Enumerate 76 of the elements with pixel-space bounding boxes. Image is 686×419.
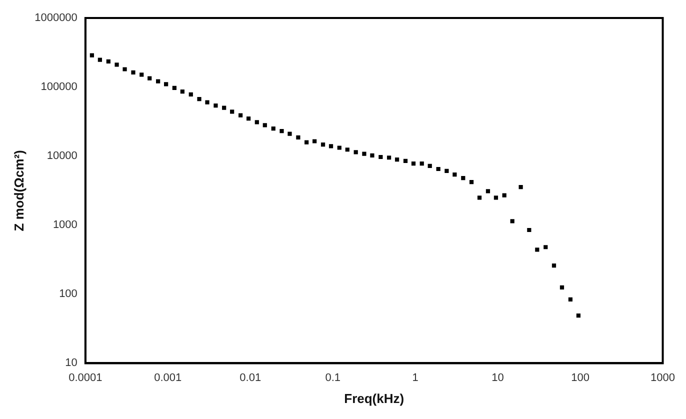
y-tick-label: 10000 [46, 150, 78, 162]
point [98, 58, 102, 62]
y-tick-label: 10 [65, 357, 78, 370]
x-tick-label: 0.001 [154, 372, 182, 384]
point [444, 168, 449, 173]
point [156, 79, 160, 84]
point [535, 248, 540, 252]
point [403, 158, 408, 164]
point [452, 172, 457, 177]
x-axis-title: Freq(kHz) [344, 390, 404, 406]
y-tick-label: 1000 [52, 219, 78, 232]
point [494, 196, 498, 200]
point [140, 72, 144, 77]
point [486, 189, 490, 194]
point [394, 158, 400, 162]
point [552, 263, 556, 268]
point [354, 150, 358, 154]
x-tick-label: 1000 [650, 372, 676, 384]
point [238, 113, 243, 118]
point [296, 135, 300, 140]
point [188, 92, 193, 97]
point [436, 166, 440, 172]
point [510, 219, 514, 224]
point [312, 139, 317, 144]
point [527, 228, 532, 232]
point [172, 86, 176, 90]
x-tick-label: 0.0001 [68, 372, 102, 384]
point [320, 142, 326, 147]
point [568, 297, 573, 302]
point [214, 103, 218, 108]
y-tick-label: 1000000 [34, 12, 78, 24]
point [288, 132, 292, 136]
point [428, 164, 432, 168]
point [246, 116, 251, 121]
point [164, 82, 168, 86]
point [544, 245, 548, 250]
point [386, 156, 392, 160]
point [370, 153, 374, 158]
point [518, 184, 523, 190]
point [114, 62, 119, 67]
point [337, 146, 342, 150]
point [362, 152, 366, 156]
x-tick-label: 1 [412, 372, 418, 384]
point [560, 285, 564, 290]
point [345, 148, 350, 152]
point [222, 106, 226, 110]
point [461, 176, 466, 180]
point [230, 110, 234, 114]
point [576, 313, 581, 318]
point [180, 90, 184, 94]
y-axis-title: Z mod(Ωcm²) [11, 150, 26, 232]
point [378, 154, 383, 160]
point [90, 53, 94, 58]
point [148, 76, 152, 80]
point [411, 161, 416, 166]
point [271, 126, 276, 131]
x-tick-label: 10 [492, 372, 504, 384]
point [469, 180, 474, 184]
point [197, 96, 202, 102]
point [477, 196, 482, 200]
point [328, 144, 334, 148]
point [304, 140, 309, 144]
y-tick-label: 100000 [40, 81, 78, 94]
point [262, 123, 267, 128]
x-tick-label: 0.1 [325, 372, 341, 384]
x-tick-label: 0.01 [240, 372, 262, 384]
x-tick-label: 100 [571, 372, 590, 384]
point [254, 120, 259, 124]
point [502, 193, 506, 198]
point [280, 129, 284, 134]
point [131, 70, 136, 74]
y-tick-label: 100 [59, 288, 78, 300]
point [106, 59, 110, 64]
point [122, 67, 127, 72]
point [205, 100, 210, 104]
point [420, 161, 424, 166]
